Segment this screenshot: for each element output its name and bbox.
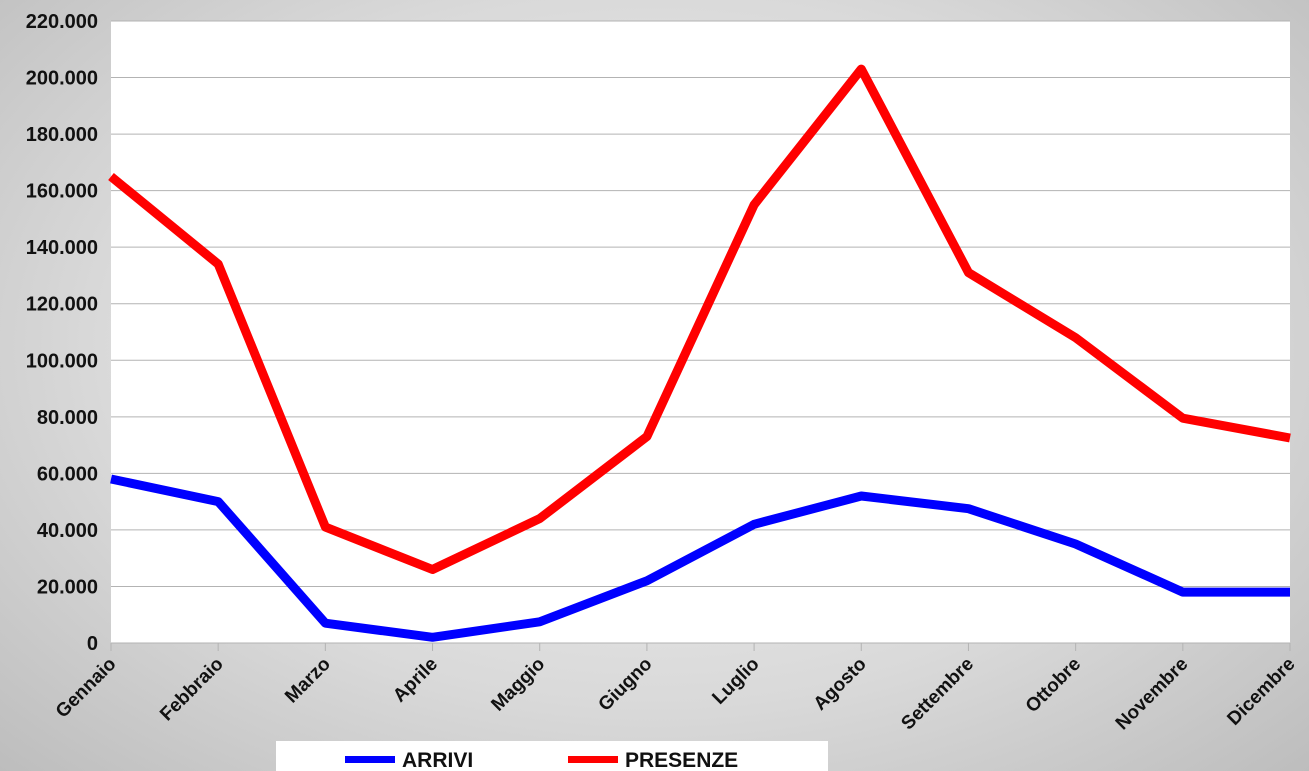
- y-tick-label: 80.000: [37, 407, 98, 429]
- grid-lines: [110, 20, 1291, 651]
- y-tick-label: 180.000: [26, 124, 98, 146]
- legend-label-presenze: PRESENZE: [625, 749, 738, 771]
- series-lines: [108, 64, 1291, 642]
- legend-swatch-arrivi: [345, 756, 395, 763]
- y-tick-label: 140.000: [26, 237, 98, 259]
- legend: ARRIVI PRESENZE: [276, 741, 828, 771]
- y-tick-label: 60.000: [37, 463, 98, 485]
- x-tick-label: Ottobre: [1022, 654, 1085, 717]
- x-tick-label: Dicembre: [1223, 654, 1299, 730]
- y-tick-label: 220.000: [26, 11, 98, 33]
- x-tick-label: Luglio: [708, 654, 763, 709]
- y-tick-label: 100.000: [26, 350, 98, 372]
- legend-label-arrivi: ARRIVI: [402, 749, 473, 771]
- x-tick-label: Gennaio: [52, 654, 121, 723]
- x-tick-label: Agosto: [810, 654, 871, 715]
- y-tick-label: 0: [87, 633, 98, 655]
- y-axis-ticks: 0 20.000 40.000 60.000 80.000 100.000 120.000 1…: [26, 11, 98, 655]
- legend-swatch-presenze: [568, 756, 618, 763]
- x-tick-label: Febbraio: [156, 654, 228, 726]
- series-line-arrivi: [110, 474, 1290, 642]
- x-tick-label: Settembre: [897, 654, 978, 735]
- x-tick-label: Marzo: [281, 654, 335, 708]
- x-tick-label: Maggio: [487, 654, 549, 716]
- plot-area: [111, 21, 1290, 643]
- y-tick-label: 40.000: [37, 520, 98, 542]
- y-tick-label: 120.000: [26, 294, 98, 316]
- x-tick-label: Novembre: [1112, 654, 1193, 735]
- series-line-presenze: [108, 64, 1291, 574]
- x-axis-ticks: Gennaio Febbraio Marzo Aprile Maggio Giugno Lu…: [52, 654, 1300, 735]
- x-tick-label: Aprile: [389, 654, 442, 707]
- x-tick-label: Giugno: [595, 654, 657, 716]
- y-tick-label: 20.000: [37, 576, 98, 598]
- y-tick-label: 160.000: [26, 181, 98, 203]
- y-tick-label: 200.000: [26, 68, 98, 90]
